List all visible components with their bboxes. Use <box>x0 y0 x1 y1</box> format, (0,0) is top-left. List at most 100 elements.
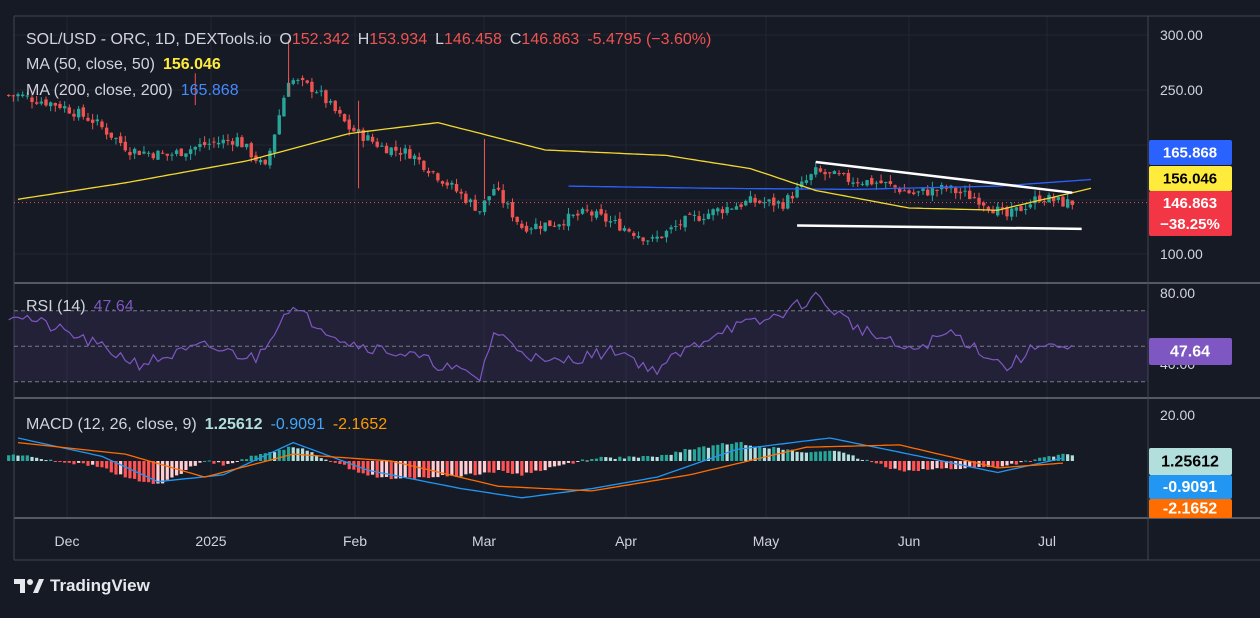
candle <box>394 140 398 157</box>
candle-body <box>188 149 193 154</box>
candle-body <box>100 121 104 128</box>
macd-hist-bar <box>72 461 76 465</box>
candle-body <box>842 173 846 175</box>
candle <box>202 136 207 148</box>
macd-hist-bar <box>762 447 767 461</box>
macd-hist-bar <box>342 461 347 465</box>
candle <box>786 193 790 210</box>
macd-hist-bar <box>151 461 155 484</box>
macd-hist-bar <box>175 461 179 476</box>
candle-body <box>445 182 449 186</box>
candle-body <box>571 214 575 216</box>
macd-hist-bar <box>543 461 547 471</box>
candle <box>72 109 76 121</box>
candle-body <box>818 168 823 172</box>
macd-signal-badge-text: -0.9091 <box>1163 479 1217 496</box>
candle <box>1014 207 1019 217</box>
candle-body <box>613 219 617 221</box>
candle-body <box>655 236 659 239</box>
candle <box>310 77 314 99</box>
macd-hist-bar <box>832 450 837 461</box>
macd-hist-bar <box>940 461 944 469</box>
candle-body <box>1042 201 1047 203</box>
candle <box>828 172 832 179</box>
candle-body <box>529 228 533 230</box>
candle <box>688 212 692 215</box>
macd-hist-bar <box>501 461 505 471</box>
candle <box>86 112 90 122</box>
macd-hist-bar <box>417 461 421 478</box>
candle <box>1056 196 1061 204</box>
candle <box>174 148 179 157</box>
macd-hist-bar <box>912 461 916 471</box>
macd-hist-bar <box>837 451 841 461</box>
macd-hist-bar <box>674 451 678 461</box>
price-tick-label: 300.00 <box>1160 27 1203 43</box>
candle-body <box>459 191 463 194</box>
macd-hist-bar <box>996 461 1000 469</box>
macd-hist-bar <box>795 451 799 461</box>
candle-body <box>674 225 678 227</box>
candle <box>1019 205 1023 212</box>
macd-hist-bar <box>314 455 319 461</box>
macd-hist-bar <box>636 457 641 461</box>
ma50-badge-bg <box>1149 166 1232 191</box>
macd-hist-bar <box>529 461 533 473</box>
candle-body <box>828 172 832 174</box>
candle-body <box>300 77 305 81</box>
candle <box>524 221 529 234</box>
macd-legend-label: MACD (12, 26, close, 9) <box>26 416 197 433</box>
candle-body <box>851 182 855 184</box>
candle <box>487 196 491 206</box>
macd-hist-bar <box>767 448 771 461</box>
candle-body <box>646 240 650 242</box>
candle-body <box>198 144 202 147</box>
candle-body <box>702 219 706 221</box>
macd-hist-bar <box>16 455 20 461</box>
candle <box>212 137 216 148</box>
candle <box>590 209 594 222</box>
candle <box>538 220 543 235</box>
macd-hist-bar <box>963 461 967 469</box>
ma50-legend-value: 156.046 <box>163 56 221 73</box>
candle-body <box>277 115 281 135</box>
candle <box>734 202 739 210</box>
signal-line <box>17 441 1064 492</box>
macd-hist-badge-bg <box>1149 499 1232 518</box>
candle-body <box>240 137 244 148</box>
candle <box>338 106 342 118</box>
macd-hist-bar <box>189 461 193 467</box>
macd-hist-bar <box>557 461 561 466</box>
header-legend[interactable]: SOL/USD - ORC, 1D, DEXTools.io O152.342 H1… <box>26 31 711 48</box>
candle-body <box>272 134 277 153</box>
macd-hist-bar <box>874 461 878 464</box>
macd-hist-bar <box>720 443 725 461</box>
macd-hist-bar <box>622 458 627 461</box>
candle-body <box>39 101 44 104</box>
candle <box>398 147 403 162</box>
candle-body <box>622 228 627 231</box>
candle <box>702 213 706 225</box>
macd-hist-bar <box>548 461 552 468</box>
candle-body <box>244 143 249 148</box>
candle <box>809 173 813 186</box>
candle <box>165 153 169 161</box>
support-trendline <box>797 224 1082 231</box>
tradingview-logo: TradingView <box>14 576 150 596</box>
macd-hist-bar <box>730 443 734 461</box>
candle-body <box>930 188 935 196</box>
candle-body <box>1019 206 1023 212</box>
macd-hist-bar <box>1042 457 1046 461</box>
candle-body <box>912 192 916 195</box>
ohlc-value: 146.458 <box>444 31 502 48</box>
candle <box>305 79 309 85</box>
candle <box>818 165 823 173</box>
macd-hist-bar <box>454 461 459 477</box>
candle <box>333 100 337 114</box>
candle <box>669 224 673 234</box>
candle <box>184 153 188 161</box>
macd-hist-bar <box>618 456 622 461</box>
price-change: -5.4795 (−3.60%) <box>587 31 711 48</box>
candle-body <box>389 147 393 156</box>
